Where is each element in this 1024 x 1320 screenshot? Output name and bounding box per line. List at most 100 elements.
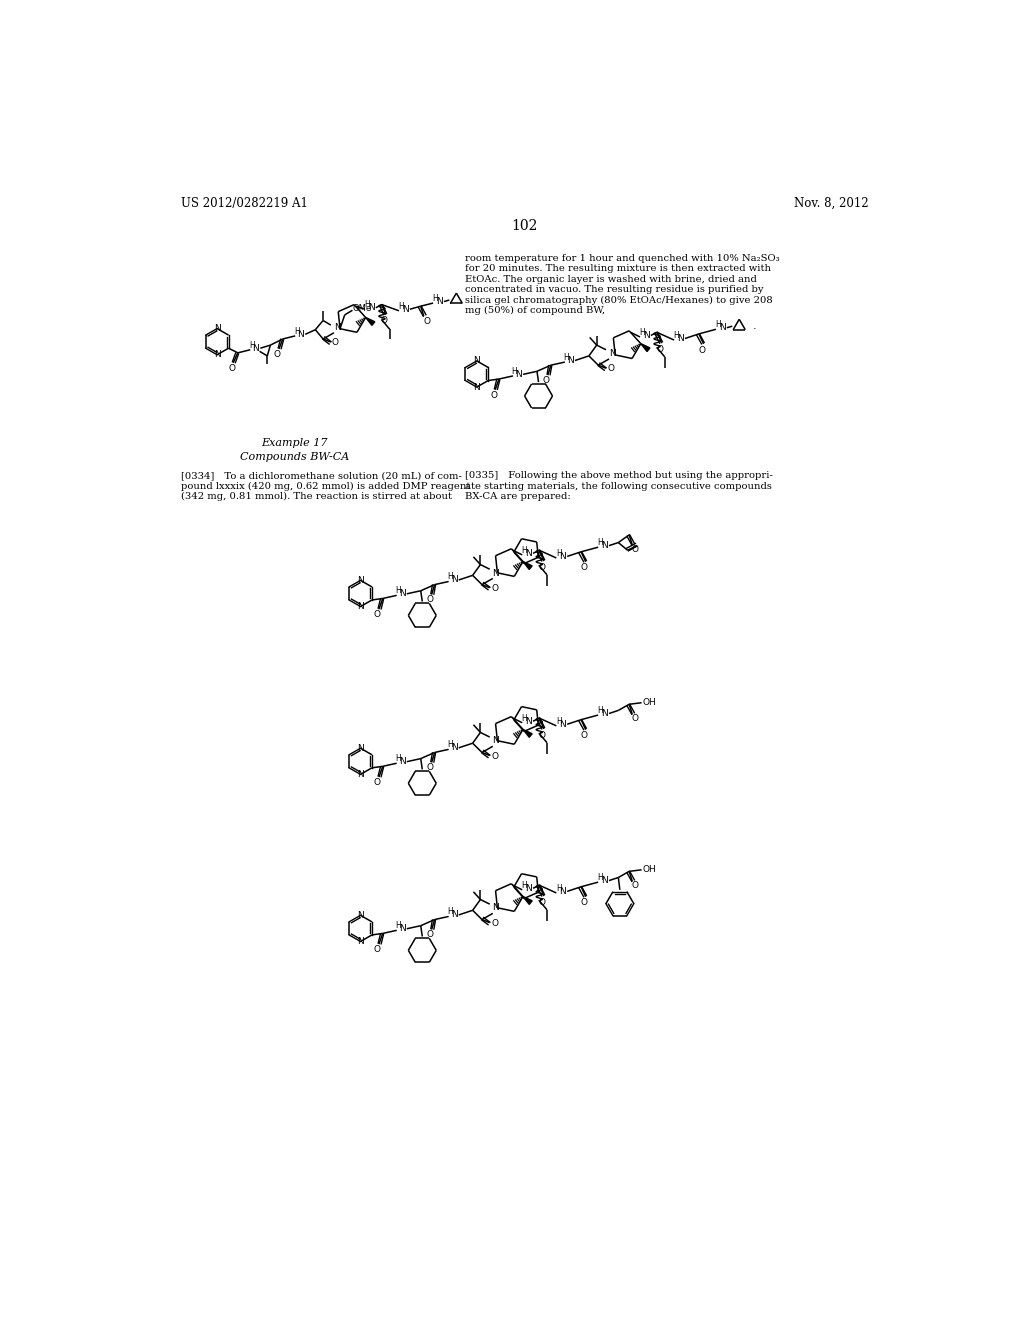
Text: O: O [381, 317, 388, 325]
Text: N: N [719, 323, 726, 333]
Text: O: O [374, 777, 381, 787]
Text: H: H [521, 714, 527, 722]
Text: H: H [395, 586, 401, 595]
Text: O: O [543, 376, 550, 385]
Text: 102: 102 [512, 219, 538, 234]
Text: H: H [447, 741, 453, 750]
Text: Example 17: Example 17 [261, 438, 328, 449]
Text: US 2012/0282219 A1: US 2012/0282219 A1 [180, 197, 307, 210]
Text: .: . [753, 321, 757, 331]
Text: H: H [447, 573, 453, 581]
Text: N: N [357, 602, 364, 611]
Text: H: H [398, 302, 404, 310]
Text: N: N [357, 937, 364, 946]
Text: mg (50%) of compound BW,: mg (50%) of compound BW, [465, 306, 605, 315]
Text: O: O [492, 752, 499, 760]
Text: N: N [677, 334, 684, 343]
Text: N: N [398, 924, 406, 933]
Text: H: H [598, 873, 603, 882]
Text: H: H [674, 331, 679, 341]
Text: O: O [427, 595, 433, 605]
Text: pound lxxxix (420 mg, 0.62 mmol) is added DMP reagent: pound lxxxix (420 mg, 0.62 mmol) is adde… [180, 482, 470, 491]
Text: N: N [493, 737, 500, 746]
Text: O: O [427, 931, 433, 940]
Text: BX-CA are prepared:: BX-CA are prepared: [465, 492, 570, 500]
Text: N: N [214, 325, 220, 333]
Text: H: H [294, 327, 300, 335]
Text: O: O [632, 714, 639, 723]
Text: H: H [447, 907, 453, 916]
Text: N: N [601, 876, 608, 886]
Text: H: H [556, 884, 561, 892]
Text: N: N [601, 709, 608, 718]
Polygon shape [523, 561, 532, 569]
Text: N: N [601, 541, 608, 550]
Text: H: H [395, 921, 401, 931]
Text: H: H [716, 321, 721, 329]
Text: H: H [365, 300, 370, 309]
Text: O: O [608, 364, 614, 374]
Polygon shape [366, 317, 375, 325]
Text: O: O [539, 562, 546, 572]
Text: for 20 minutes. The resulting mixture is then extracted with: for 20 minutes. The resulting mixture is… [465, 264, 771, 273]
Text: N: N [398, 758, 406, 766]
Text: N: N [473, 383, 480, 392]
Text: N: N [559, 552, 566, 561]
Text: N: N [334, 323, 340, 331]
Text: N: N [214, 350, 220, 359]
Text: N: N [493, 903, 500, 912]
Text: N: N [357, 576, 364, 585]
Text: N: N [451, 743, 458, 752]
Text: N: N [515, 370, 522, 379]
Text: O: O [374, 945, 381, 954]
Text: O: O [539, 730, 546, 739]
Text: O: O [492, 919, 499, 928]
Text: (342 mg, 0.81 mmol). The reaction is stirred at about: (342 mg, 0.81 mmol). The reaction is sti… [180, 492, 452, 502]
Text: H: H [598, 539, 603, 546]
Text: N: N [525, 549, 531, 558]
Text: N: N [357, 911, 364, 920]
Text: H: H [521, 880, 527, 890]
Text: N: N [297, 330, 304, 339]
Text: room temperature for 1 hour and quenched with 10% Na₂SO₃: room temperature for 1 hour and quenched… [465, 253, 779, 263]
Text: OH: OH [642, 866, 656, 874]
Text: silica gel chromatography (80% EtOAc/Hexanes) to give 208: silica gel chromatography (80% EtOAc/Hex… [465, 296, 773, 305]
Text: [0334] To a dichloromethane solution (20 mL) of com-: [0334] To a dichloromethane solution (20… [180, 471, 462, 480]
Text: N: N [493, 569, 500, 578]
Text: N: N [559, 887, 566, 896]
Text: O: O [581, 731, 588, 741]
Text: N: N [567, 356, 573, 366]
Text: H: H [639, 327, 645, 337]
Text: Compounds BW-CA: Compounds BW-CA [240, 453, 349, 462]
Text: [0335] Following the above method but using the appropri-: [0335] Following the above method but us… [465, 471, 773, 480]
Text: H: H [556, 549, 561, 558]
Text: O: O [656, 345, 664, 354]
Text: O: O [427, 763, 433, 772]
Text: O: O [490, 391, 497, 400]
Text: O: O [581, 899, 588, 907]
Text: N: N [609, 348, 615, 358]
Text: O: O [332, 338, 339, 347]
Text: O: O [492, 583, 499, 593]
Polygon shape [523, 896, 532, 904]
Text: N: N [525, 717, 531, 726]
Text: N: N [401, 305, 409, 314]
Text: H: H [249, 341, 255, 350]
Text: N: N [451, 911, 458, 920]
Text: OMe: OMe [352, 304, 372, 313]
Text: O: O [581, 564, 588, 573]
Text: O: O [273, 350, 281, 359]
Text: ate starting materials, the following consecutive compounds: ate starting materials, the following co… [465, 482, 772, 491]
Text: N: N [252, 343, 259, 352]
Text: O: O [539, 898, 546, 907]
Text: O: O [228, 364, 236, 372]
Text: O: O [698, 346, 706, 355]
Text: Nov. 8, 2012: Nov. 8, 2012 [795, 197, 869, 210]
Text: H: H [556, 717, 561, 726]
Text: H: H [432, 294, 438, 304]
Text: N: N [357, 743, 364, 752]
Text: N: N [473, 356, 480, 366]
Text: N: N [451, 576, 458, 585]
Text: O: O [632, 545, 639, 554]
Text: H: H [521, 545, 527, 554]
